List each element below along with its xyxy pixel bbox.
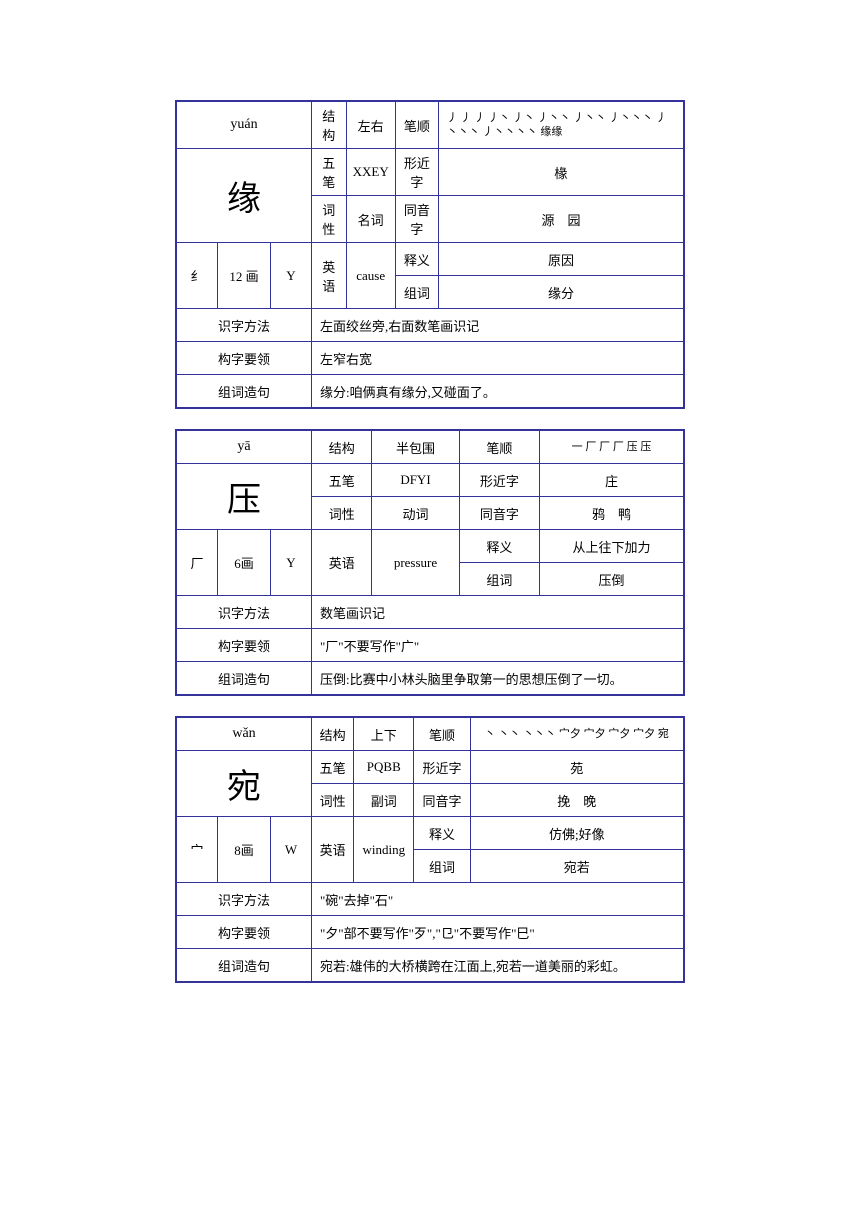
structure-label: 结构 xyxy=(312,717,354,751)
writing-label: 构字要领 xyxy=(176,342,312,375)
wubi-value: XXEY xyxy=(346,149,395,196)
meaning-value: 原因 xyxy=(438,243,684,276)
pinyin-cell: wǎn xyxy=(176,717,312,751)
word-label: 组词 xyxy=(414,850,470,883)
homophone-label: 同音字 xyxy=(395,196,438,243)
homophone-label: 同音字 xyxy=(459,497,540,530)
recognize-value: 左面绞丝旁,右面数笔画识记 xyxy=(312,309,685,342)
wubi-label: 五笔 xyxy=(312,751,354,784)
english-value: cause xyxy=(346,243,395,309)
char-table-2: yā 结构 半包围 笔顺 一 厂 厂 厂 压 压 压 五笔 DFYI 形近字 庄… xyxy=(175,429,685,696)
char-table-1: yuán 结构 左右 笔顺 丿 丿 丿 丿丶 丿丶 丿丶丶 丿丶丶 丿丶丶丶 丿… xyxy=(175,100,685,409)
radical-cell: 宀 xyxy=(176,817,218,883)
recognize-label: 识字方法 xyxy=(176,883,312,916)
strokes-cell: 8画 xyxy=(218,817,271,883)
word-value: 宛若 xyxy=(470,850,684,883)
char-table-3: wǎn 结构 上下 笔顺 丶 丶丶 丶丶丶 宀夕 宀夕 宀夕 宀夕 宛 宛 五笔… xyxy=(175,716,685,983)
pinyin-cell: yā xyxy=(176,430,312,464)
order-label: 笔顺 xyxy=(395,101,438,149)
structure-value: 半包围 xyxy=(372,430,459,464)
similar-label: 形近字 xyxy=(414,751,470,784)
meaning-value: 仿佛;好像 xyxy=(470,817,684,850)
similar-value: 庄 xyxy=(540,464,684,497)
radical-cell: 厂 xyxy=(176,530,218,596)
writing-label: 构字要领 xyxy=(176,629,312,662)
wubi-value: PQBB xyxy=(354,751,414,784)
order-value: 丶 丶丶 丶丶丶 宀夕 宀夕 宀夕 宀夕 宛 xyxy=(470,717,684,751)
recognize-label: 识字方法 xyxy=(176,596,312,629)
pos-value: 动词 xyxy=(372,497,459,530)
sentence-value: 缘分:咱俩真有缘分,又碰面了。 xyxy=(312,375,685,409)
sentence-label: 组词造句 xyxy=(176,662,312,696)
pinyin-cell: yuán xyxy=(176,101,312,149)
letter-cell: Y xyxy=(271,530,312,596)
sentence-label: 组词造句 xyxy=(176,949,312,983)
recognize-value: 数笔画识记 xyxy=(312,596,685,629)
pos-label: 词性 xyxy=(312,497,372,530)
pos-label: 词性 xyxy=(312,196,347,243)
strokes-cell: 6画 xyxy=(218,530,271,596)
similar-label: 形近字 xyxy=(395,149,438,196)
strokes-cell: 12 画 xyxy=(218,243,271,309)
word-value: 缘分 xyxy=(438,276,684,309)
homophone-value: 鸦 鸭 xyxy=(540,497,684,530)
wubi-label: 五笔 xyxy=(312,149,347,196)
pos-value: 副词 xyxy=(354,784,414,817)
wubi-label: 五笔 xyxy=(312,464,372,497)
meaning-label: 释义 xyxy=(459,530,540,563)
pos-label: 词性 xyxy=(312,784,354,817)
writing-value: "厂"不要写作"广" xyxy=(312,629,685,662)
structure-label: 结构 xyxy=(312,430,372,464)
writing-label: 构字要领 xyxy=(176,916,312,949)
sentence-label: 组词造句 xyxy=(176,375,312,409)
order-value: 丿 丿 丿 丿丶 丿丶 丿丶丶 丿丶丶 丿丶丶丶 丿丶丶丶 丿丶丶丶丶 缘缘 xyxy=(438,101,684,149)
order-value: 一 厂 厂 厂 压 压 xyxy=(540,430,684,464)
recognize-value: "碗"去掉"石" xyxy=(312,883,685,916)
order-label: 笔顺 xyxy=(414,717,470,751)
writing-value: 左窄右宽 xyxy=(312,342,685,375)
english-value: pressure xyxy=(372,530,459,596)
wubi-value: DFYI xyxy=(372,464,459,497)
homophone-value: 源 园 xyxy=(438,196,684,243)
character-cell: 宛 xyxy=(176,751,312,817)
sentence-value: 压倒:比赛中小林头脑里争取第一的思想压倒了一切。 xyxy=(312,662,685,696)
structure-value: 左右 xyxy=(346,101,395,149)
radical-cell: 纟 xyxy=(176,243,218,309)
character-cell: 压 xyxy=(176,464,312,530)
character-cell: 缘 xyxy=(176,149,312,243)
order-label: 笔顺 xyxy=(459,430,540,464)
word-label: 组词 xyxy=(395,276,438,309)
pos-value: 名词 xyxy=(346,196,395,243)
structure-value: 上下 xyxy=(354,717,414,751)
letter-cell: Y xyxy=(271,243,312,309)
structure-label: 结构 xyxy=(312,101,347,149)
word-label: 组词 xyxy=(459,563,540,596)
similar-label: 形近字 xyxy=(459,464,540,497)
english-label: 英语 xyxy=(312,243,347,309)
meaning-value: 从上往下加力 xyxy=(540,530,684,563)
writing-value: "夕"部不要写作"歹","㔾"不要写作"巳" xyxy=(312,916,685,949)
similar-value: 苑 xyxy=(470,751,684,784)
letter-cell: W xyxy=(271,817,312,883)
recognize-label: 识字方法 xyxy=(176,309,312,342)
homophone-value: 挽 晚 xyxy=(470,784,684,817)
english-label: 英语 xyxy=(312,530,372,596)
homophone-label: 同音字 xyxy=(414,784,470,817)
meaning-label: 释义 xyxy=(395,243,438,276)
english-label: 英语 xyxy=(312,817,354,883)
english-value: winding xyxy=(354,817,414,883)
sentence-value: 宛若:雄伟的大桥横跨在江面上,宛若一道美丽的彩虹。 xyxy=(312,949,685,983)
similar-value: 椽 xyxy=(438,149,684,196)
word-value: 压倒 xyxy=(540,563,684,596)
meaning-label: 释义 xyxy=(414,817,470,850)
